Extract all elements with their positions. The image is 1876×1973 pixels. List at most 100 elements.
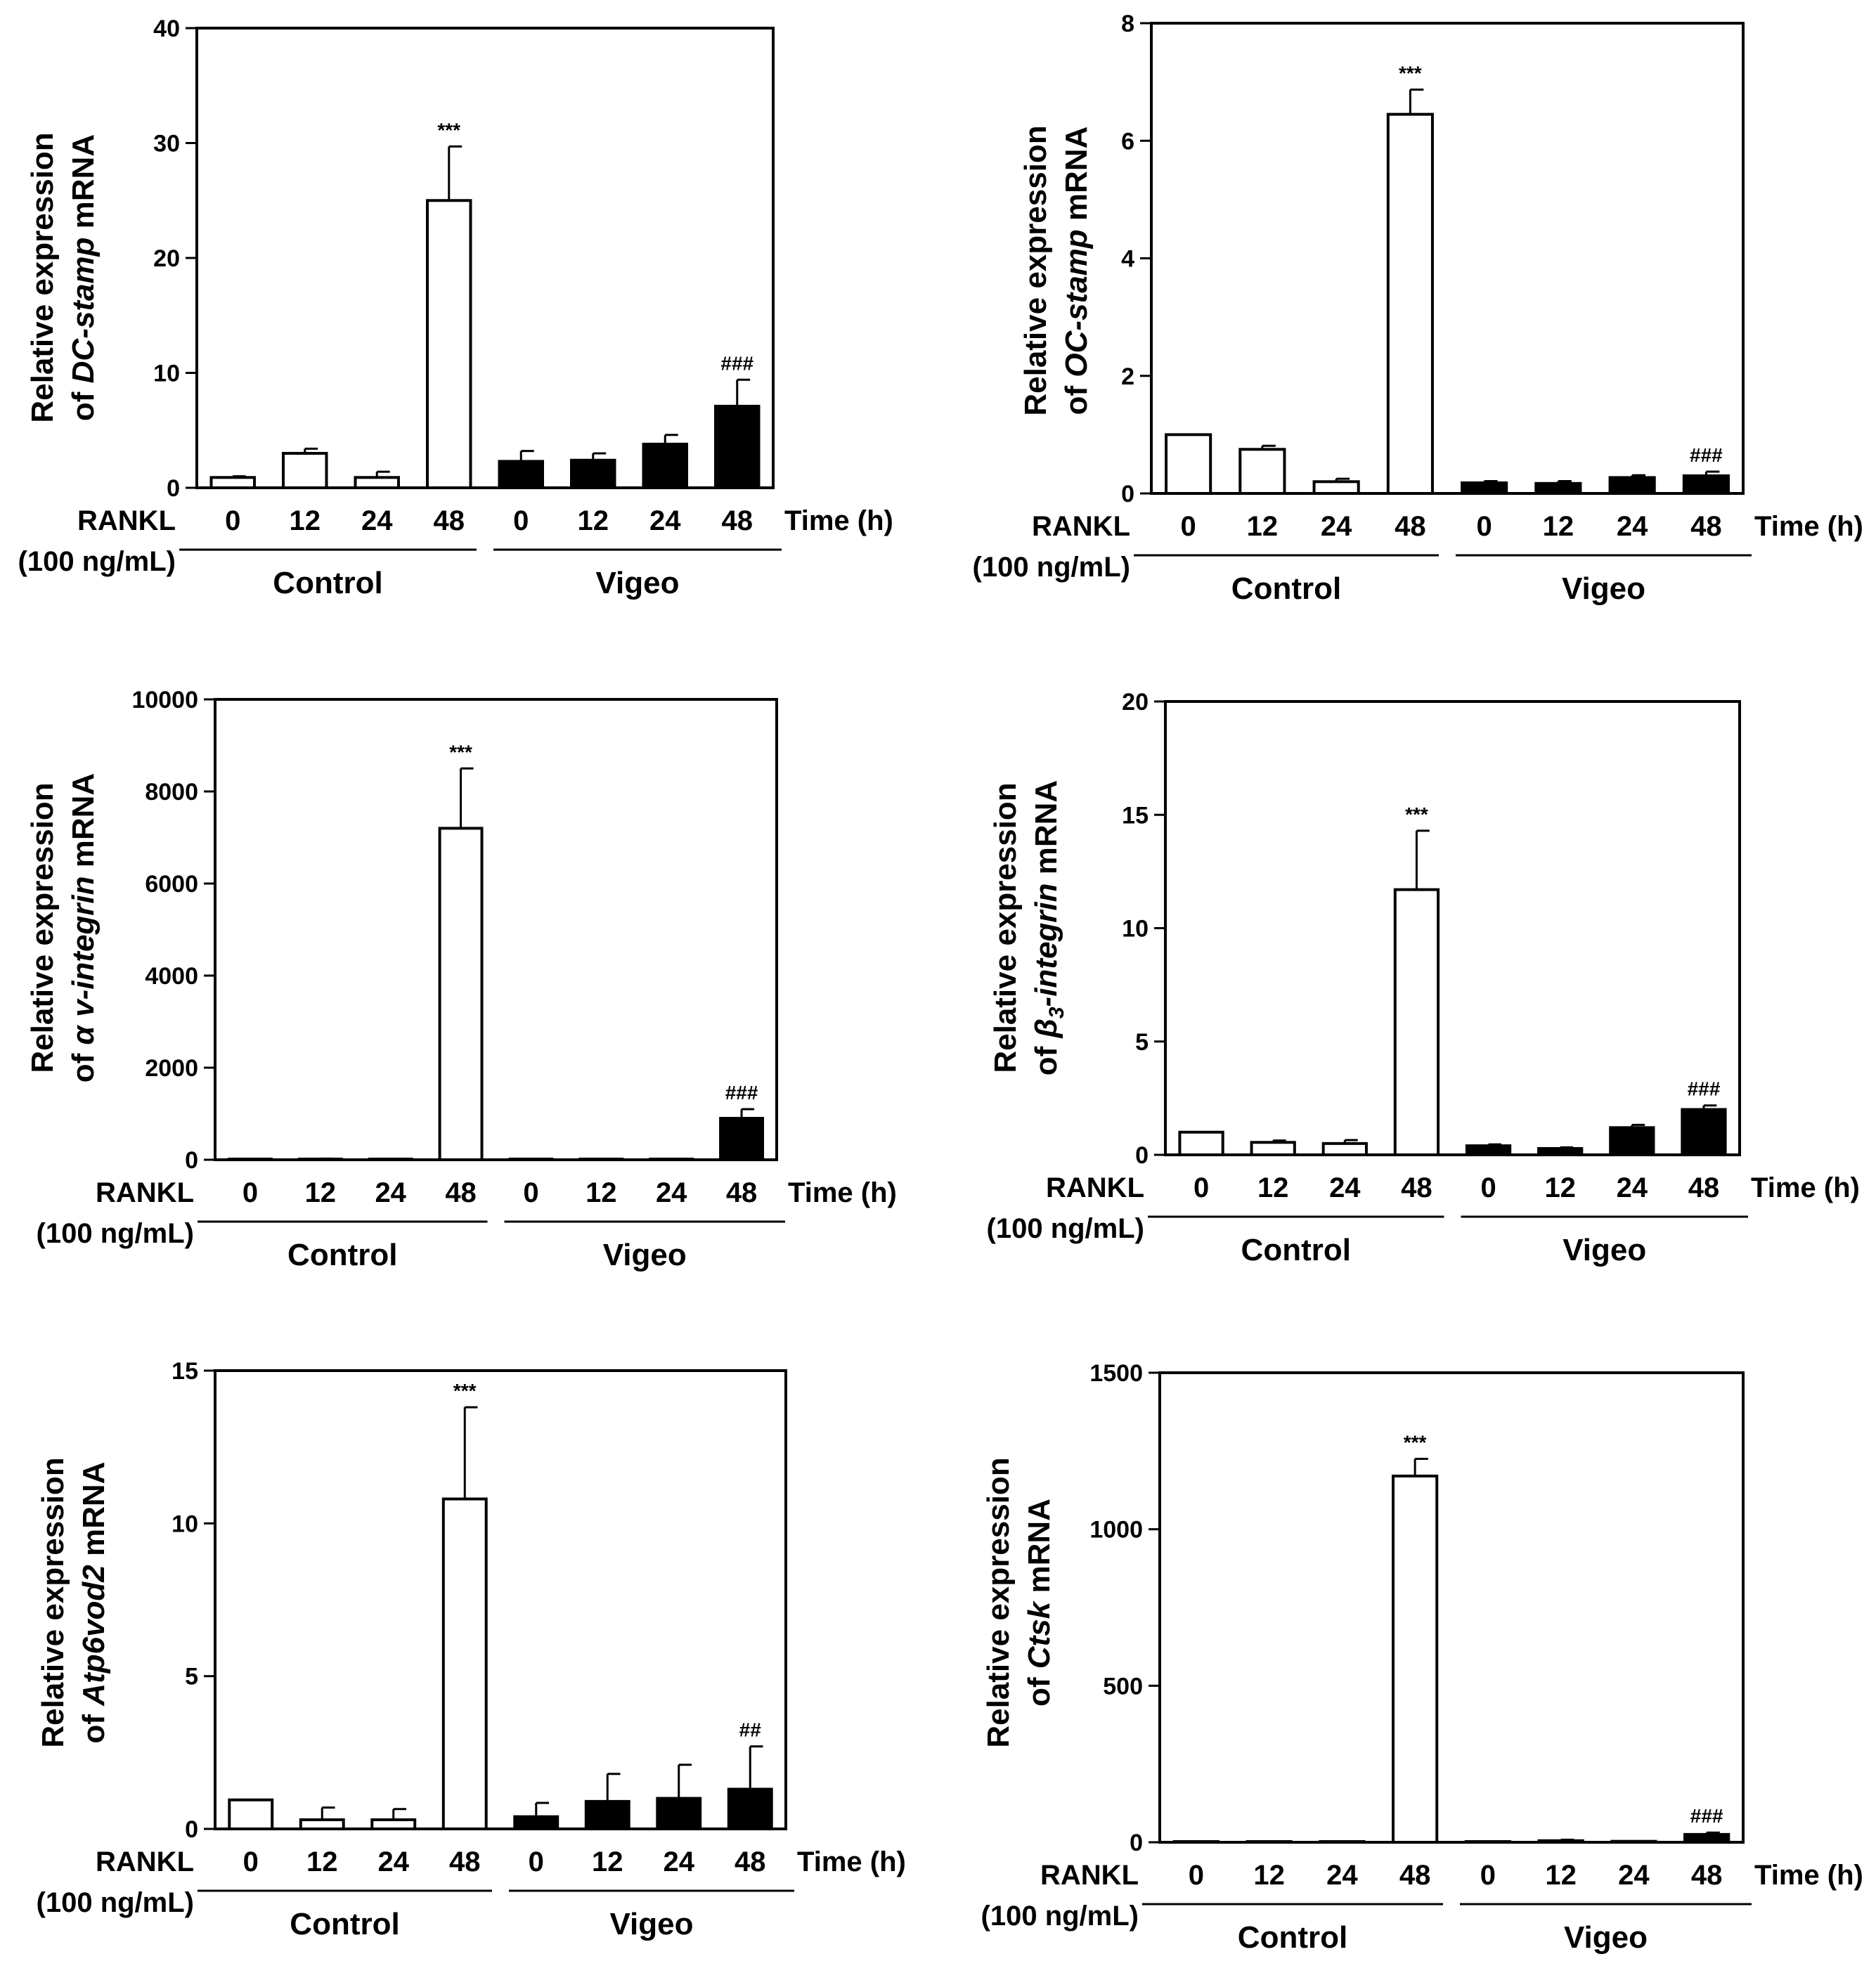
bar-control-48h — [441, 1497, 488, 1831]
y-tick-label: 8000 — [145, 779, 198, 806]
gene-name: Atp6vod2 — [77, 1565, 111, 1707]
x-tick-label: 48 — [1401, 1172, 1432, 1203]
group-label-vigeo: Vigeo — [1564, 1920, 1648, 1955]
significance-label: ### — [720, 352, 753, 374]
bar-vigeo-48h — [727, 1787, 773, 1831]
y-axis-label-line1: Relative expression — [25, 132, 60, 422]
x-tick-label: 24 — [649, 505, 681, 536]
y-axis-label-line1: Relative expression — [1018, 125, 1053, 415]
bar-control-48h — [1386, 112, 1434, 495]
rankl-dose-label: (100 ng/mL) — [37, 1218, 194, 1249]
x-tick-label: 0 — [513, 505, 529, 536]
bar-control-48h — [426, 199, 472, 489]
chart-panel-atp6vod2: 0 5 10 15 *** ## 0 12 24 48 0 12 24 48 RANKL (100 ng/mL… — [36, 1358, 906, 1941]
x-tick-label: 0 — [529, 1846, 544, 1877]
time-axis-label: Time (h) — [784, 505, 893, 536]
group-label-vigeo: Vigeo — [609, 1907, 693, 1941]
y-axis-label: Relative expression of Ctsk mRNA — [981, 1457, 1056, 1747]
rankl-dose-label: (100 ng/mL) — [987, 1213, 1144, 1244]
x-tick-label: 12 — [306, 1846, 338, 1877]
y-tick-label: 6000 — [145, 871, 198, 898]
rankl-label: RANKL — [96, 1846, 194, 1877]
significance-label: *** — [1399, 62, 1422, 84]
bar-control-0h — [1178, 1130, 1224, 1156]
y-tick-label: 20 — [1122, 689, 1149, 716]
gene-name: β — [1029, 1018, 1063, 1038]
y-tick-label: 30 — [153, 131, 180, 157]
y-tick-label: 1000 — [1089, 1517, 1143, 1544]
x-tick-label: 12 — [578, 505, 609, 536]
x-tick-label: 12 — [305, 1177, 337, 1208]
bar-control-24h — [1321, 1141, 1368, 1156]
y-axis-label: Relative expression of Atp6vod2 mRNA — [36, 1457, 111, 1747]
significance-label: ## — [739, 1719, 762, 1741]
y-axis-label: Relative expression of β3-integrin mRNA — [988, 780, 1068, 1075]
bar-vigeo-24h — [649, 1158, 694, 1161]
y-axis-label: Relative expression of DC-stamp mRNA — [25, 132, 101, 422]
x-tick-label: 24 — [375, 1177, 406, 1208]
x-tick-label: 24 — [1329, 1172, 1361, 1203]
x-tick-label: 24 — [1617, 1172, 1648, 1203]
group-label-vigeo: Vigeo — [603, 1238, 687, 1272]
bar-vigeo-12h — [1537, 1839, 1584, 1844]
x-tick-label: 48 — [735, 1846, 766, 1877]
bar-vigeo-12h — [1537, 1146, 1584, 1156]
x-tick-label: 48 — [445, 1177, 477, 1208]
chart-panel-b3integrin: 0 5 10 15 20 *** ### 0 12 24 48 0 12 24 48 RANKL (100 ng… — [987, 689, 1860, 1267]
gene-name: DC-stamp — [66, 238, 101, 384]
plot-frame — [214, 698, 778, 1161]
bar-vigeo-0h — [1461, 481, 1508, 496]
bar-vigeo-24h — [642, 442, 688, 489]
significance-label: *** — [449, 741, 472, 763]
group-label-control: Control — [1238, 1920, 1347, 1955]
y-tick-label: 10 — [1122, 916, 1149, 943]
bar-vigeo-48h — [714, 404, 761, 489]
bar-control-24h — [368, 1158, 413, 1161]
x-tick-label: 0 — [242, 1177, 258, 1208]
x-tick-label: 48 — [726, 1177, 758, 1208]
x-tick-label: 0 — [523, 1177, 538, 1208]
group-label-control: Control — [1241, 1233, 1351, 1267]
x-tick-label: 24 — [1326, 1860, 1358, 1891]
x-tick-label: 48 — [1395, 511, 1426, 542]
x-tick-label: 12 — [1257, 1172, 1289, 1203]
y-axis-label-line1: Relative expression — [25, 782, 60, 1073]
plot-frame — [1158, 1371, 1745, 1844]
bar-control-0h — [228, 1798, 274, 1831]
rankl-dose-label: (100 ng/mL) — [973, 552, 1130, 583]
group-label-control: Control — [290, 1907, 399, 1941]
bar-control-12h — [299, 1818, 345, 1830]
gene-name: OC-stamp — [1059, 229, 1094, 377]
y-axis-label-line2: of β3-integrin mRNA — [1029, 780, 1068, 1075]
x-tick-label: 12 — [1544, 1172, 1576, 1203]
y-axis-label-line2: of α v-integrin mRNA — [66, 773, 101, 1082]
chart-panel-dcstamp: 0 10 20 30 40 *** ### 0 12 24 48 0 12 24 48 RANKL (100 n… — [18, 15, 893, 600]
bar-vigeo-48h — [719, 1117, 765, 1162]
rankl-label: RANKL — [96, 1177, 194, 1208]
x-tick-label: 24 — [361, 505, 393, 536]
group-label-control: Control — [287, 1238, 397, 1272]
y-tick-label: 10 — [172, 1511, 198, 1537]
x-tick-label: 0 — [1193, 1172, 1209, 1203]
bar-control-48h — [438, 827, 484, 1162]
x-tick-label: 12 — [1253, 1860, 1285, 1891]
y-tick-label: 6 — [1121, 128, 1134, 155]
y-tick-label: 0 — [185, 1816, 198, 1843]
significance-label: ### — [725, 1082, 758, 1104]
time-axis-label: Time (h) — [1751, 1172, 1860, 1203]
x-tick-label: 0 — [1189, 1860, 1204, 1891]
time-axis-label: Time (h) — [797, 1846, 906, 1877]
rankl-dose-label: (100 ng/mL) — [18, 546, 176, 577]
chart-panel-ctsk: 0 500 1000 1500 *** ### 0 12 24 48 0 12 24 48 RANKL (10… — [981, 1360, 1863, 1955]
x-tick-label: 24 — [1617, 511, 1648, 542]
significance-label: ### — [1690, 1805, 1723, 1827]
x-tick-label: 0 — [1480, 1172, 1496, 1203]
bar-control-24h — [1312, 480, 1360, 496]
x-tick-label: 12 — [586, 1177, 617, 1208]
significance-label: *** — [437, 119, 460, 141]
significance-label: ### — [1690, 444, 1723, 466]
time-axis-label: Time (h) — [788, 1177, 897, 1208]
bar-control-12h — [1250, 1141, 1296, 1156]
x-tick-label: 48 — [722, 505, 753, 536]
